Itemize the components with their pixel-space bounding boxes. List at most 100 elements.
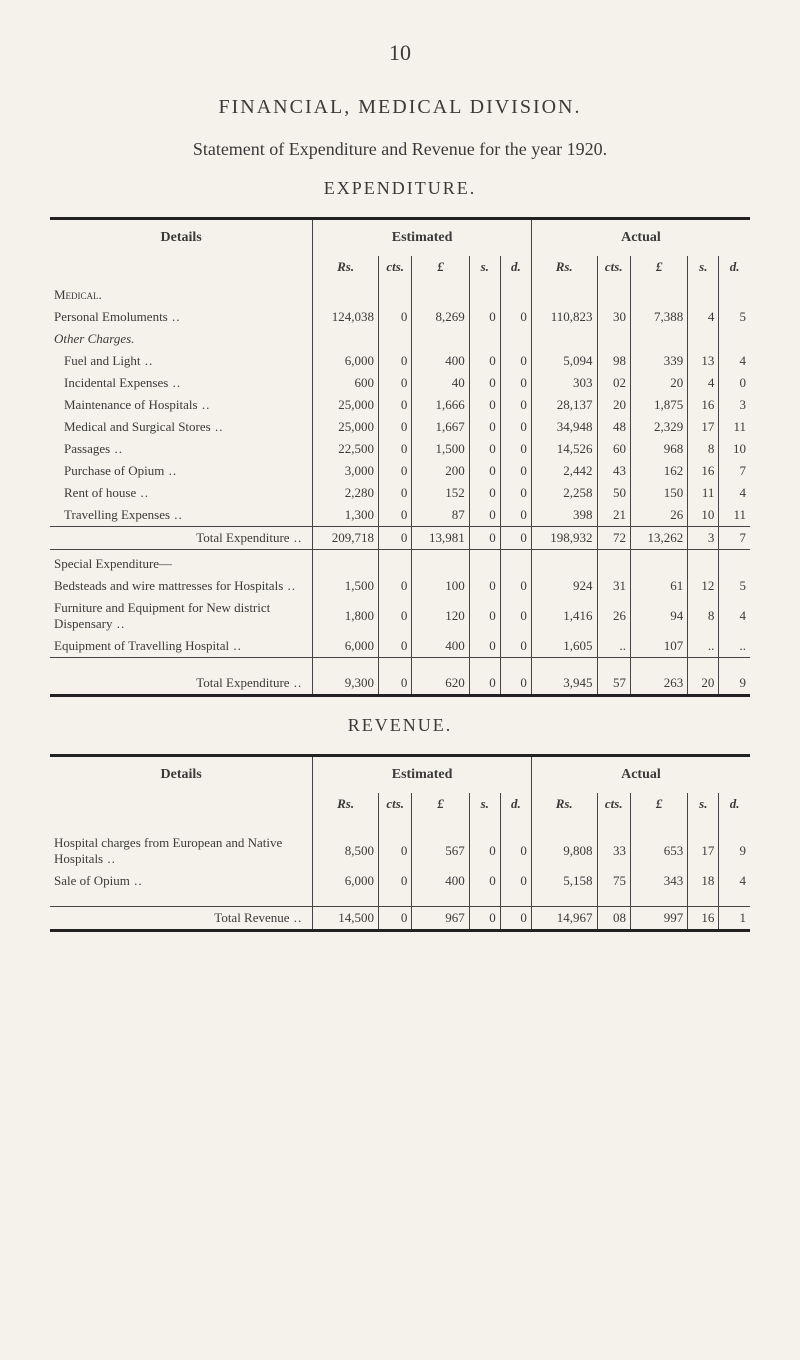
- revenue-table: Details Estimated Actual Rs. cts. £ s. d…: [50, 757, 750, 929]
- cell: 0: [378, 306, 411, 328]
- cell: 4: [719, 597, 750, 635]
- cell: 0: [500, 870, 531, 892]
- cell: 0: [378, 504, 411, 527]
- row-label: Bedsteads and wire mattresses for Hospit…: [50, 575, 313, 597]
- cell: 0: [500, 350, 531, 372]
- cell: 20: [597, 394, 630, 416]
- rule-mid: [50, 694, 750, 697]
- cell: 26: [630, 504, 687, 527]
- cell: 26: [597, 597, 630, 635]
- cell: 339: [630, 350, 687, 372]
- cell: 9: [719, 832, 750, 870]
- section-label: Medical.: [50, 281, 313, 306]
- heading-main: FINANCIAL, MEDICAL DIVISION.: [50, 96, 750, 119]
- cell: 30: [597, 306, 630, 328]
- col-details: Details: [50, 757, 313, 793]
- cell: 3,945: [531, 672, 597, 694]
- cell: 50: [597, 482, 630, 504]
- col-act-l: £: [630, 793, 687, 818]
- cell: 20: [688, 672, 719, 694]
- cell: 6,000: [313, 350, 379, 372]
- col-est-s: s.: [469, 256, 500, 281]
- row-label: Rent of house: [50, 482, 313, 504]
- col-est-rs: Rs.: [313, 793, 379, 818]
- section-medical: Medical.: [50, 281, 750, 306]
- cell: 14,500: [313, 907, 379, 930]
- col-est-cts: cts.: [378, 793, 411, 818]
- cell: 0: [500, 394, 531, 416]
- expenditure-table: Details Estimated Actual Rs. cts. £ s. d…: [50, 220, 750, 694]
- row-label: Other Charges.: [50, 328, 313, 350]
- cell: 100: [412, 575, 469, 597]
- cell: 8: [688, 438, 719, 460]
- cell: 34,948: [531, 416, 597, 438]
- cell: 0: [469, 635, 500, 658]
- total-label: Total Expenditure: [50, 672, 313, 694]
- cell: 16: [688, 394, 719, 416]
- cell: 0: [500, 635, 531, 658]
- cell: 0: [500, 575, 531, 597]
- cell: 400: [412, 635, 469, 658]
- cell: [469, 328, 500, 350]
- cell: 0: [469, 394, 500, 416]
- cell: 0: [378, 527, 411, 550]
- cell: 0: [500, 907, 531, 930]
- cell: 87: [412, 504, 469, 527]
- cell: [500, 328, 531, 350]
- cell: 16: [688, 907, 719, 930]
- table-row: Hospital charges from European and Nativ…: [50, 832, 750, 870]
- cell: [412, 328, 469, 350]
- cell: 5: [719, 306, 750, 328]
- cell: 0: [378, 372, 411, 394]
- cell: 75: [597, 870, 630, 892]
- cell: 924: [531, 575, 597, 597]
- cell: 14,526: [531, 438, 597, 460]
- cell: 620: [412, 672, 469, 694]
- cell: 263: [630, 672, 687, 694]
- cell: 0: [469, 306, 500, 328]
- cell: 0: [378, 438, 411, 460]
- table-row: Rent of house2,2800152002,25850150114: [50, 482, 750, 504]
- table-row: Equipment of Travelling Hospital6,000040…: [50, 635, 750, 658]
- col-est-rs: Rs.: [313, 256, 379, 281]
- cell: 124,038: [313, 306, 379, 328]
- cell: 0: [469, 672, 500, 694]
- cell: 11: [719, 416, 750, 438]
- cell: [313, 328, 379, 350]
- heading-sub: Statement of Expenditure and Revenue for…: [50, 139, 750, 160]
- cell: 4: [719, 870, 750, 892]
- col-act-s: s.: [688, 793, 719, 818]
- cell: 10: [688, 504, 719, 527]
- cell: 0: [469, 907, 500, 930]
- row-label: Passages: [50, 438, 313, 460]
- cell: 0: [500, 416, 531, 438]
- col-est-l: £: [412, 256, 469, 281]
- cell: 3: [719, 394, 750, 416]
- cell: 0: [378, 672, 411, 694]
- table-row: Personal Emoluments124,03808,26900110,82…: [50, 306, 750, 328]
- table-row: Passages22,50001,5000014,52660968810: [50, 438, 750, 460]
- cell: 0: [378, 482, 411, 504]
- cell: 0: [469, 504, 500, 527]
- col-est-d: d.: [500, 256, 531, 281]
- cell: 98: [597, 350, 630, 372]
- cell: 10: [719, 438, 750, 460]
- cell: 0: [378, 350, 411, 372]
- cell: 997: [630, 907, 687, 930]
- row-label: Purchase of Opium: [50, 460, 313, 482]
- cell: 0: [500, 672, 531, 694]
- cell: 0: [500, 306, 531, 328]
- table-row: Incidental Expenses60004000303022040: [50, 372, 750, 394]
- table-row: Purchase of Opium3,0000200002,4424316216…: [50, 460, 750, 482]
- cell: 0: [469, 350, 500, 372]
- cell: 08: [597, 907, 630, 930]
- cell: 8,269: [412, 306, 469, 328]
- cell: 60: [597, 438, 630, 460]
- total-label: Total Expenditure: [50, 527, 313, 550]
- cell: 13,981: [412, 527, 469, 550]
- col-estimated: Estimated: [313, 757, 532, 793]
- cell: 0: [500, 504, 531, 527]
- col-act-l: £: [630, 256, 687, 281]
- cell: 17: [688, 416, 719, 438]
- cell: 33: [597, 832, 630, 870]
